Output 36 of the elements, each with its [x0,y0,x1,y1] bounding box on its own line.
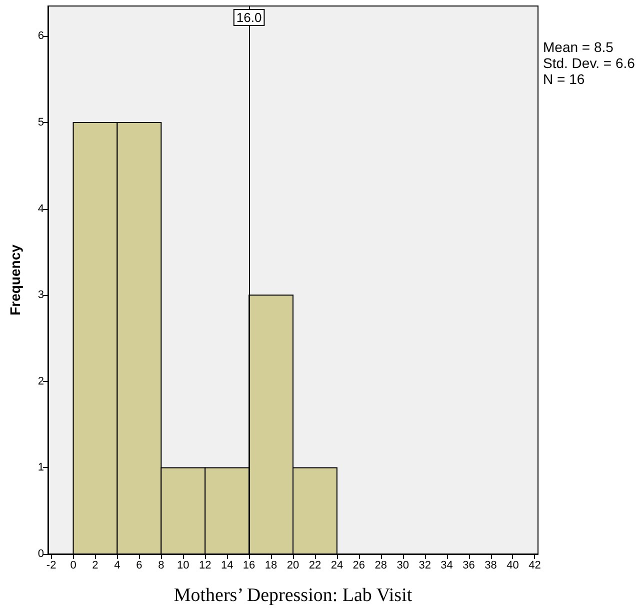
x-tick-label: 28 [374,560,388,572]
y-axis-title: Frequency [7,244,23,316]
x-tick-label: 22 [308,560,322,572]
x-tick-label: 26 [352,560,366,572]
y-tick-label: 3 [38,289,44,302]
ref-line-label: 16.0 [236,10,262,25]
x-tick-label: 12 [198,560,212,572]
x-tick-label: 6 [136,560,142,572]
y-tick-label: 0 [38,548,44,560]
x-tick-label: 42 [528,560,541,572]
x-tick-label: 32 [418,560,431,572]
text: Mean = 8.5 [543,39,614,55]
x-tick-label: 2 [92,560,98,572]
x-tick-label: 4 [114,560,120,572]
x-tick-label: 40 [506,560,519,572]
y-tick-label: 1 [38,462,44,474]
x-axis-title: Mothers’ Depression: Lab Visit [174,585,413,606]
x-tick-label: 16 [242,560,256,572]
x-tick-label: -2 [46,560,56,572]
y-tick-label: 6 [38,30,44,42]
x-tick-label: 14 [220,560,234,572]
x-tick-label: 10 [177,560,190,572]
x-tick-label: 18 [264,560,278,572]
text: N = 16 [543,71,585,87]
y-tick-label: 4 [38,202,44,215]
x-tick-label: 0 [70,560,76,572]
text: Std. Dev. = 6.6 [543,55,636,71]
x-tick-label: 30 [396,560,409,572]
y-tick-label: 5 [38,116,44,129]
x-tick-label: 34 [440,560,453,572]
y-tick-label: 2 [38,375,44,388]
x-tick-label: 24 [330,560,344,572]
x-tick-label: 36 [462,560,475,572]
x-tick-label: 38 [484,560,497,572]
x-tick-label: 8 [158,560,164,572]
x-tick-label: 20 [286,560,300,572]
